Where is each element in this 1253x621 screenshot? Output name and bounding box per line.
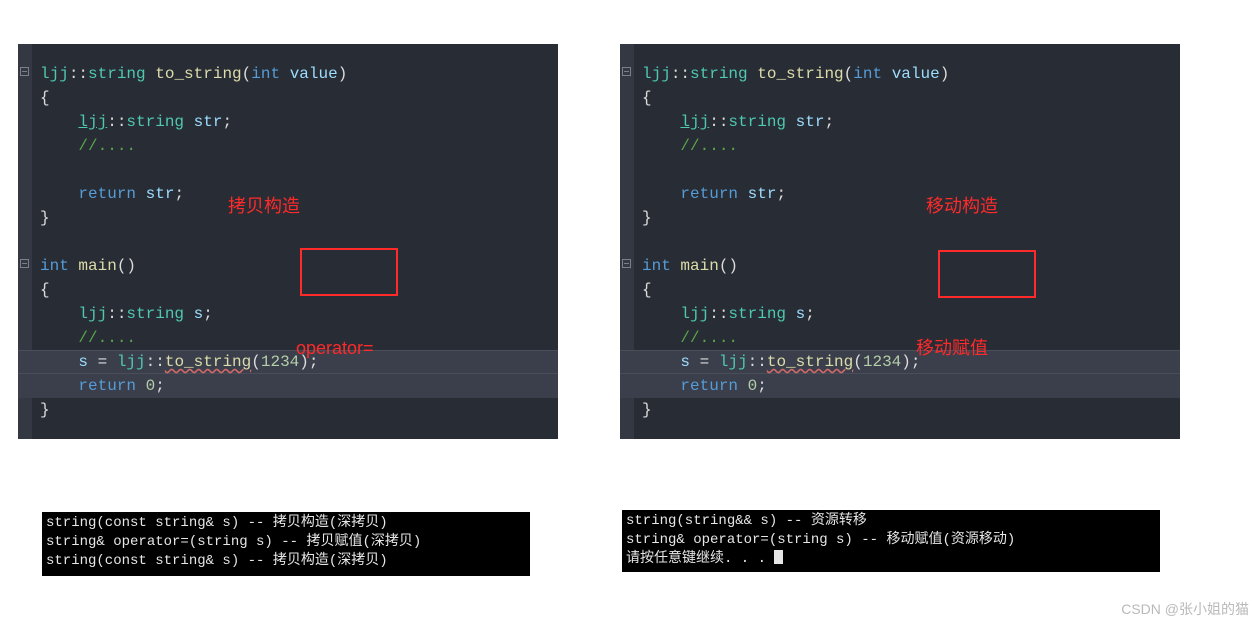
code-line: int main() [40, 254, 136, 278]
code-line: ljj::string str; [40, 110, 232, 134]
code-line: } [642, 398, 652, 422]
code-editor-right: ljj::string to_string(int value) { ljj::… [620, 44, 1180, 439]
code-line: } [40, 206, 50, 230]
code-line: { [642, 86, 652, 110]
code-line: ljj::string to_string(int value) [642, 62, 949, 86]
fold-icon[interactable] [20, 67, 29, 76]
code-line: //.... [40, 134, 136, 158]
code-line: } [642, 206, 652, 230]
code-editor-left: ljj::string to_string(int value) { ljj::… [18, 44, 558, 439]
console-line: string& operator=(string s) -- 拷贝赋值(深拷贝) [46, 534, 421, 550]
console-line: string(const string& s) -- 拷贝构造(深拷贝) [46, 553, 388, 569]
code-line: { [642, 278, 652, 302]
code-line: ljj::string str; [642, 110, 834, 134]
annotation-box [938, 250, 1036, 298]
code-line: return str; [642, 182, 786, 206]
code-line: return 0; [18, 374, 558, 398]
annotation-box [300, 248, 398, 296]
code-line: { [40, 278, 50, 302]
fold-icon[interactable] [622, 67, 631, 76]
code-line: ljj::string s; [40, 302, 213, 326]
code-line: } [40, 398, 50, 422]
code-line: s = ljj::to_string(1234); [620, 350, 1180, 374]
console-line: 请按任意键继续. . . [626, 551, 774, 567]
console-line: string& operator=(string s) -- 移动赋值(资源移动… [626, 532, 1015, 548]
annotation-label: operator= [296, 336, 374, 360]
code-line: int main() [642, 254, 738, 278]
annotation-label: 拷贝构造 [228, 194, 300, 218]
code-line: //.... [642, 326, 738, 350]
console-line: string(const string& s) -- 拷贝构造(深拷贝) [46, 515, 388, 531]
code-line: //.... [40, 326, 136, 350]
code-line: { [40, 86, 50, 110]
code-line: return 0; [620, 374, 1180, 398]
fold-icon[interactable] [20, 259, 29, 268]
annotation-label: 移动赋值 [916, 336, 988, 360]
code-line: //.... [642, 134, 738, 158]
code-line: s = ljj::to_string(1234); [18, 350, 558, 374]
watermark: CSDN @张小姐的猫 [1121, 599, 1249, 619]
code-line: ljj::string to_string(int value) [40, 62, 347, 86]
cursor-icon [774, 550, 783, 564]
code-line: return str; [40, 182, 184, 206]
console-output-right: string(string&& s) -- 资源转移 string& opera… [622, 510, 1160, 572]
console-line: string(string&& s) -- 资源转移 [626, 513, 867, 529]
code-line: ljj::string s; [642, 302, 815, 326]
annotation-label: 移动构造 [926, 194, 998, 218]
fold-icon[interactable] [622, 259, 631, 268]
console-output-left: string(const string& s) -- 拷贝构造(深拷贝) str… [42, 512, 530, 576]
